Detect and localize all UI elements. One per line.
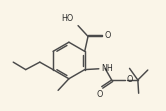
- Text: O: O: [126, 75, 132, 84]
- Text: NH: NH: [101, 64, 113, 73]
- Text: HO: HO: [61, 14, 73, 23]
- Text: O: O: [96, 90, 102, 99]
- Text: O: O: [104, 31, 111, 40]
